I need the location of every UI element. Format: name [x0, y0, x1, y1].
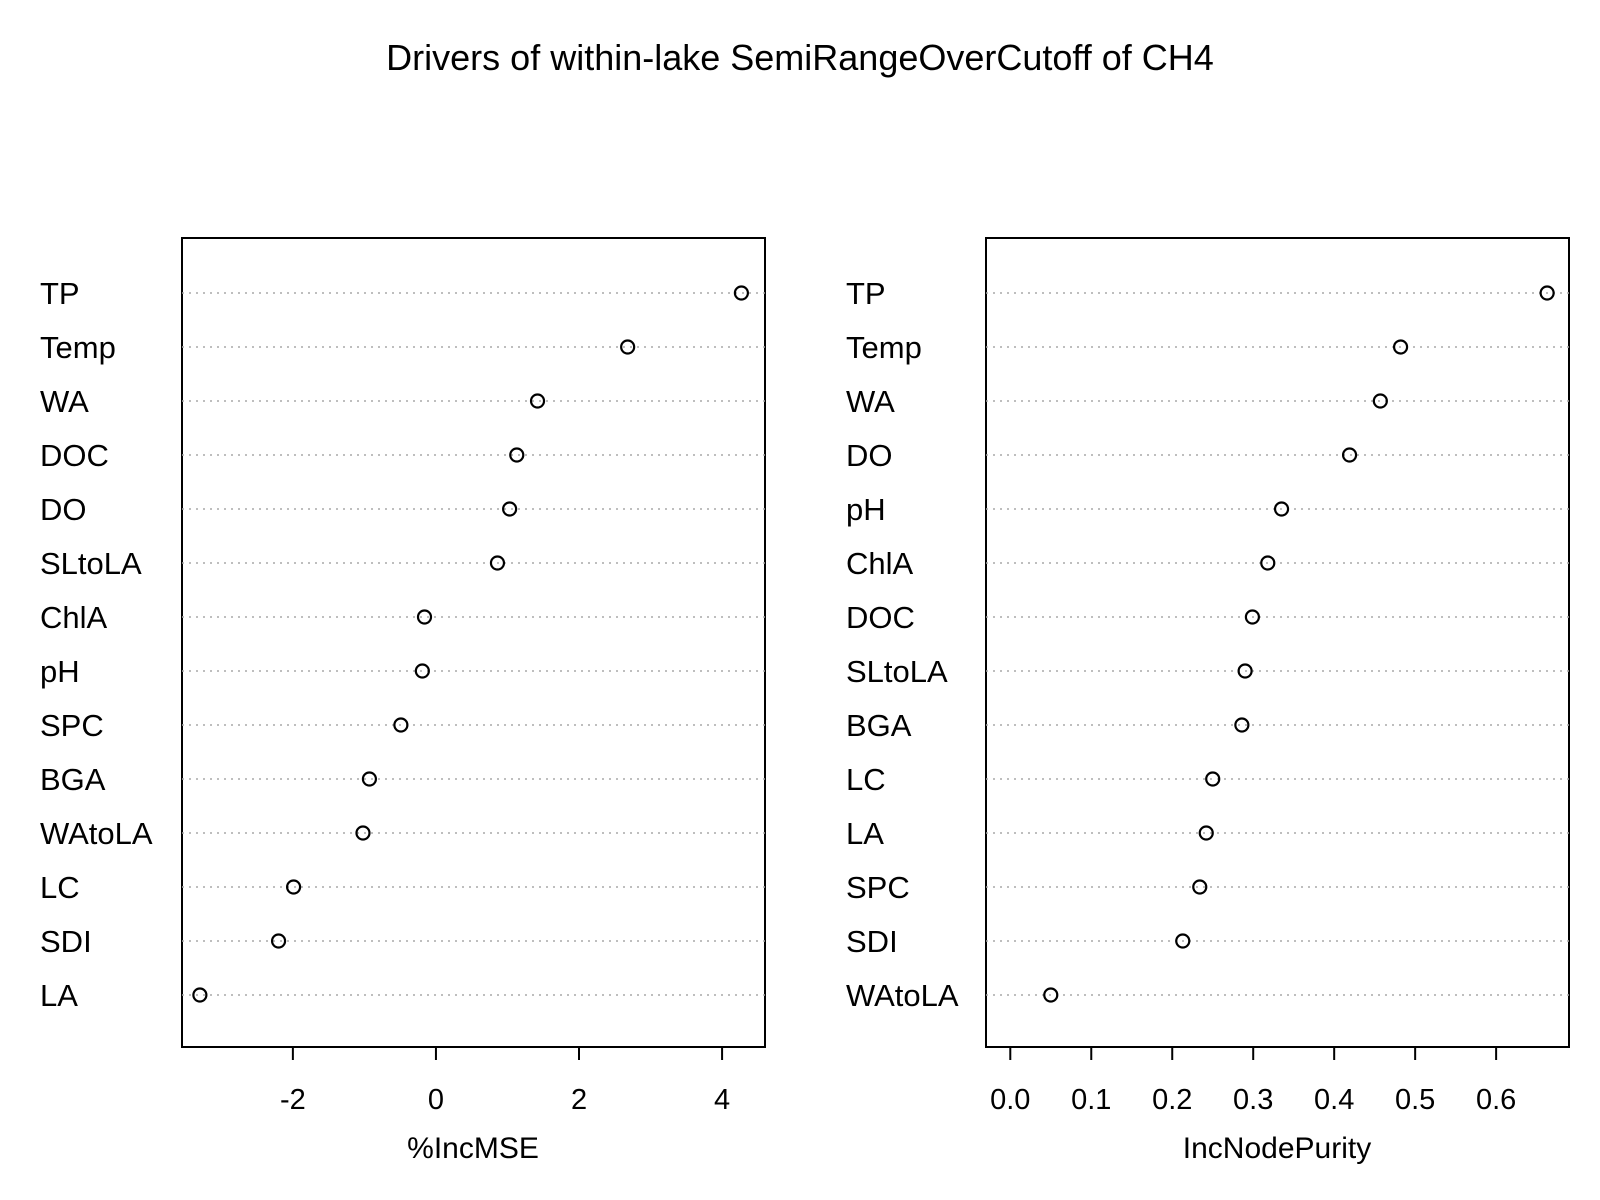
panel-incmse: %IncMSE TP Temp WA DOC DO SLtoLA ChlA pH SPC BGA W… [40, 237, 766, 1165]
data-point-wa [529, 393, 546, 409]
x-tick-label: 4 [714, 1084, 730, 1116]
data-point-sltola [489, 555, 506, 571]
data-point-ph [414, 663, 430, 679]
data-point-ph [1273, 501, 1290, 517]
category-label: LC [40, 870, 80, 905]
data-point-la [192, 987, 208, 1003]
data-point-do [502, 501, 518, 517]
data-point-sdi [1175, 933, 1191, 949]
category-label: WAtoLA [40, 816, 153, 851]
category-label: pH [40, 654, 80, 689]
data-point-chla [1260, 555, 1276, 571]
data-point-spc [1192, 879, 1208, 895]
category-label: SPC [846, 870, 910, 905]
x-tick-label: 0.3 [1233, 1084, 1273, 1116]
data-point-lc [285, 879, 302, 895]
category-label: WA [40, 384, 89, 419]
category-label: SLtoLA [40, 546, 142, 581]
data-point-temp [1392, 339, 1409, 355]
category-label: DO [846, 438, 893, 473]
data-point-chla [416, 609, 433, 625]
x-tick-label: -2 [280, 1084, 306, 1116]
data-point-doc [509, 447, 525, 463]
category-label: DO [40, 492, 87, 527]
category-label: Temp [40, 330, 116, 365]
x-tick-label: 0.6 [1476, 1084, 1516, 1116]
x-tick-label: 0 [428, 1084, 444, 1116]
data-point-lc [1205, 771, 1221, 787]
category-label: WA [846, 384, 895, 419]
category-label: ChlA [40, 600, 108, 635]
x-tick-label: 0.4 [1314, 1084, 1354, 1116]
data-point-watola [1043, 987, 1059, 1003]
plot-frame-incnodepurity [985, 237, 1570, 1048]
data-point-bga [1234, 717, 1250, 733]
panel-incnodepurity: IncNodePurity TP Temp WA DO pH ChlA DOC SLtoLA B… [846, 237, 1570, 1165]
category-label: TP [846, 276, 886, 311]
data-point-wa [1372, 393, 1388, 409]
category-label: BGA [846, 708, 912, 743]
x-tick-label: 0.5 [1395, 1084, 1435, 1116]
x-tick-label: 0.0 [990, 1084, 1030, 1116]
category-label: Temp [846, 330, 922, 365]
category-label: SDI [40, 924, 92, 959]
chart-title: Drivers of within-lake SemiRangeOverCuto… [386, 37, 1214, 78]
category-label: LA [40, 978, 78, 1013]
data-point-temp [620, 339, 636, 355]
data-point-watola [355, 825, 371, 841]
category-label: DOC [40, 438, 109, 473]
x-tick-label: 0.1 [1071, 1084, 1111, 1116]
category-label: ChlA [846, 546, 914, 581]
data-point-spc [393, 717, 409, 733]
data-point-bga [361, 771, 378, 787]
data-point-doc [1244, 609, 1260, 625]
category-label: pH [846, 492, 886, 527]
category-label: SPC [40, 708, 104, 743]
x-tick-label: 2 [571, 1084, 587, 1116]
data-point-tp [1539, 285, 1555, 301]
category-label: SDI [846, 924, 898, 959]
category-label: SLtoLA [846, 654, 948, 689]
data-point-la [1198, 825, 1214, 841]
category-label: LC [846, 762, 886, 797]
category-label: DOC [846, 600, 915, 635]
plot-frame-incmse [181, 237, 766, 1048]
data-point-sdi [270, 933, 287, 949]
category-label: BGA [40, 762, 106, 797]
data-point-tp [733, 285, 749, 301]
data-point-do [1341, 447, 1358, 463]
x-tick-label: 0.2 [1152, 1084, 1192, 1116]
category-label: LA [846, 816, 884, 851]
category-label: WAtoLA [846, 978, 959, 1013]
x-axis-title-incmse: %IncMSE [407, 1132, 539, 1165]
category-label: TP [40, 276, 80, 311]
data-point-sltola [1237, 663, 1253, 679]
x-axis-title-incnodepurity: IncNodePurity [1183, 1132, 1371, 1165]
